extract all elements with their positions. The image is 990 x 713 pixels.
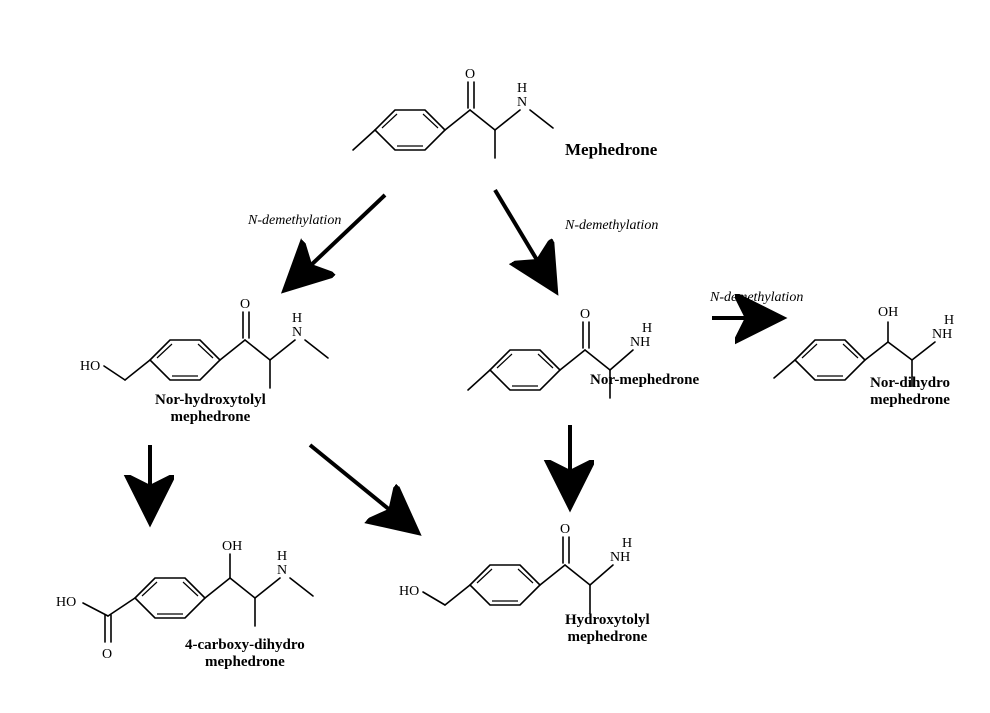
- svg-text:O: O: [560, 522, 570, 537]
- svg-text:O: O: [465, 67, 475, 82]
- label-hydroxytolyl: Hydroxytolyl mephedrone: [565, 612, 650, 647]
- edge-label-1: N-demethylation: [248, 213, 341, 229]
- svg-text:H: H: [944, 313, 954, 328]
- label-nor-mephedrone: Nor-mephedrone: [590, 372, 699, 389]
- svg-text:HO: HO: [56, 595, 76, 610]
- label-nor-dihydro: Nor-dihydro mephedrone: [870, 375, 950, 410]
- svg-text:O: O: [580, 307, 590, 322]
- svg-text:NH: NH: [630, 335, 650, 350]
- svg-text:H: H: [517, 81, 527, 96]
- svg-text:N: N: [277, 563, 287, 578]
- structure-nor-mephedrone: O NH H: [450, 285, 670, 425]
- metabolic-pathway-diagram: N-demethylation N-demethylation N-demeth…: [0, 0, 990, 713]
- label-carboxy-dihydro: 4-carboxy-dihydro mephedrone: [185, 637, 305, 672]
- label-mephedrone: Mephedrone: [565, 140, 657, 160]
- label-nor-hydroxytolyl: Nor-hydroxytolyl mephedrone: [155, 392, 266, 427]
- svg-text:O: O: [102, 647, 112, 662]
- svg-text:N: N: [517, 95, 527, 110]
- svg-text:H: H: [277, 549, 287, 564]
- svg-text:HO: HO: [399, 584, 419, 599]
- svg-text:OH: OH: [878, 305, 898, 320]
- svg-text:H: H: [642, 321, 652, 336]
- svg-text:OH: OH: [222, 539, 242, 554]
- svg-text:HO: HO: [80, 359, 100, 374]
- edge-label-2: N-demethylation: [565, 218, 658, 234]
- svg-text:NH: NH: [932, 327, 952, 342]
- svg-text:H: H: [622, 536, 632, 551]
- svg-text:O: O: [240, 297, 250, 312]
- structure-mephedrone: O N H: [335, 40, 565, 190]
- svg-text:NH: NH: [610, 550, 630, 565]
- svg-text:H: H: [292, 311, 302, 326]
- svg-text:N: N: [292, 325, 302, 340]
